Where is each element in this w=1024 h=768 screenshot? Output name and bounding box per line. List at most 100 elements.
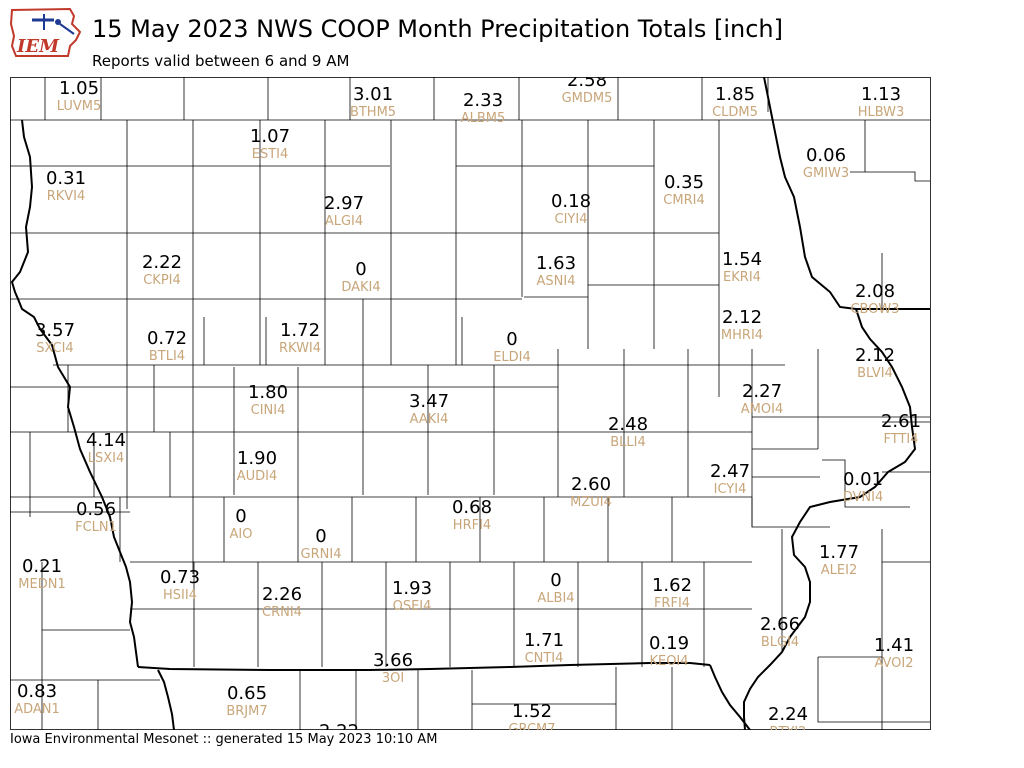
station-value: 0.73 [160, 567, 200, 588]
page-title: 15 May 2023 NWS COOP Month Precipitation… [92, 15, 783, 43]
station-id: ASNI4 [537, 274, 576, 289]
station-value: 0.21 [22, 556, 62, 577]
station-value: 3.47 [409, 391, 449, 412]
iem-logo: IEM [10, 7, 82, 57]
station-value: 0.18 [551, 191, 591, 212]
station-id: HSII4 [163, 588, 197, 603]
station-id: ICYI4 [714, 482, 747, 497]
station-id: CINI4 [251, 403, 286, 418]
station-value: 2.22 [142, 252, 182, 273]
station-id: HRFI4 [453, 518, 491, 533]
station-id: CNTI4 [525, 651, 564, 666]
station-id: ADAN1 [14, 702, 60, 717]
station-id: EKRI4 [723, 270, 761, 285]
station-value: 2.26 [262, 584, 302, 605]
station-id: BRJM7 [226, 704, 267, 719]
station-id: MZUI4 [570, 495, 612, 510]
station-id: CMRI4 [663, 193, 704, 208]
station-value: 0.65 [227, 683, 267, 704]
station-value: 1.13 [861, 84, 901, 105]
station-value: 2.12 [855, 345, 895, 366]
station-value: 2.58 [567, 77, 607, 91]
station-value: 2.12 [722, 307, 762, 328]
station-id: BLLI4 [610, 435, 646, 450]
station-id: GMIW3 [803, 166, 849, 181]
station-value: 0.01 [843, 469, 883, 490]
station-id: RKVI4 [47, 189, 86, 204]
station-value: 0.31 [46, 168, 86, 189]
station-id: AIO [230, 527, 253, 542]
station-id: RKWI4 [279, 341, 321, 356]
station-id: ELDI4 [493, 350, 531, 365]
station-value: 2.27 [742, 381, 782, 402]
station-id: GRNI4 [301, 547, 342, 562]
station-value: 2.66 [760, 614, 800, 635]
station-id: AAKI4 [410, 412, 449, 427]
station-id: BLGI4 [761, 635, 799, 650]
station-id: FTTI4 [883, 432, 918, 447]
station-id: BTHM5 [350, 105, 396, 120]
station-value: 2.22 [319, 721, 359, 730]
station-id: AMOI4 [741, 402, 783, 417]
station-value: 1.63 [536, 253, 576, 274]
station-value: 2.97 [324, 193, 364, 214]
station-id: LSXI4 [88, 451, 125, 466]
station-id: ALBI4 [537, 591, 574, 606]
station-id: AVOI2 [874, 656, 913, 671]
station-id: CIYI4 [555, 212, 588, 227]
station-value: 0.19 [649, 633, 689, 654]
station-id: CRNI4 [262, 605, 302, 620]
station-value: 1.93 [392, 578, 432, 599]
station-id: MEDN1 [18, 577, 65, 592]
station-value: 1.71 [524, 630, 564, 651]
station-value: 2.47 [710, 461, 750, 482]
station-value: 0.68 [452, 497, 492, 518]
station-value: 4.14 [86, 430, 126, 451]
state-borders [10, 77, 930, 730]
station-id: CBOW3 [850, 302, 899, 317]
station-id: HLBW3 [858, 105, 905, 120]
svg-text:IEM: IEM [16, 36, 60, 57]
page-subtitle: Reports valid between 6 and 9 AM [92, 52, 350, 70]
station-id: BLVI4 [857, 366, 893, 381]
station-value: 0 [506, 329, 517, 350]
station-value: 0 [235, 506, 246, 527]
station-id: LUVM5 [57, 99, 102, 114]
station-value: 0 [550, 570, 561, 591]
station-id: GRCM7 [508, 722, 555, 730]
county-lines [10, 77, 931, 730]
footer-credit: Iowa Environmental Mesonet :: generated … [10, 732, 438, 747]
station-value: 0.06 [806, 145, 846, 166]
station-value: 1.41 [874, 635, 914, 656]
station-id: CKPI4 [143, 273, 181, 288]
station-value: 0 [355, 259, 366, 280]
station-id: ESTI4 [252, 147, 289, 162]
station-id: SXCI4 [36, 341, 73, 356]
station-value: 0 [315, 526, 326, 547]
station-id: AUDI4 [237, 469, 278, 484]
station-value: 2.48 [608, 414, 648, 435]
station-value: 1.80 [248, 382, 288, 403]
station-value: 3.66 [373, 650, 413, 671]
station-id: BTYI2 [770, 725, 807, 730]
station-id: ALGI4 [325, 214, 363, 229]
station-value: 2.61 [881, 411, 921, 432]
station-value: 1.05 [59, 78, 99, 99]
station-value: 1.52 [512, 701, 552, 722]
station-value: 2.08 [855, 281, 895, 302]
station-value: 1.72 [280, 320, 320, 341]
station-id: ALEI2 [821, 563, 857, 578]
station-value: 0.83 [17, 681, 57, 702]
station-value: 1.62 [652, 575, 692, 596]
station-id: BTLI4 [149, 349, 185, 364]
station-value: 1.07 [250, 126, 290, 147]
station-id: ALBM5 [461, 111, 506, 126]
station-value: 0.72 [147, 328, 187, 349]
station-id: KEOI4 [649, 654, 688, 669]
station-id: GMDM5 [562, 91, 613, 106]
station-value: 2.60 [571, 474, 611, 495]
station-id: CLDM5 [712, 105, 758, 120]
station-id: DVNI4 [843, 490, 884, 505]
station-id: FRFI4 [654, 596, 690, 611]
